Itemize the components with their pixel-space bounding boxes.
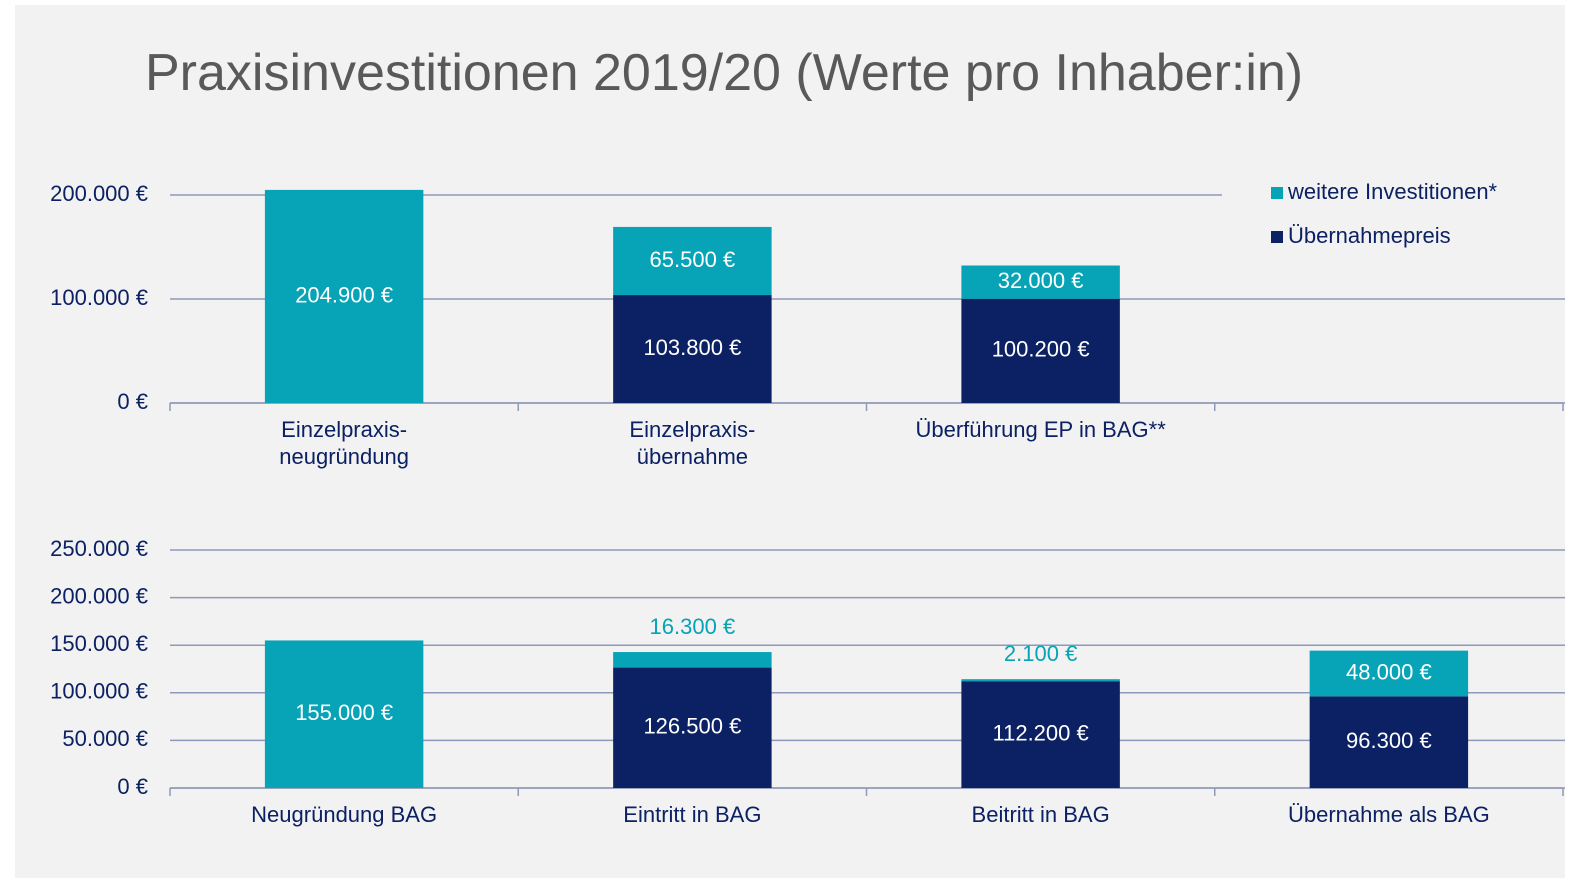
y-tick-label: 250.000 € [50, 536, 148, 561]
x-tick-line: Überführung EP in BAG** [915, 417, 1166, 442]
data-label: 32.000 € [998, 268, 1084, 293]
bar-segment [961, 681, 1120, 788]
data-label: 155.000 € [295, 700, 393, 725]
x-tick-label: Überführung EP in BAG** [915, 417, 1166, 442]
legend-swatch [1271, 187, 1283, 199]
x-tick-line: neugründung [279, 444, 409, 469]
y-tick-label: 100.000 € [50, 679, 148, 704]
x-tick-label: Übernahme als BAG [1288, 802, 1490, 827]
data-label: 16.300 € [650, 614, 736, 639]
bar-segment [264, 640, 424, 788]
y-tick-label: 0 € [117, 774, 148, 799]
x-tick-line: Neugründung BAG [251, 802, 437, 827]
data-label: 112.200 € [993, 720, 1089, 745]
bar-segment [613, 295, 772, 403]
x-tick-line: übernahme [637, 444, 748, 469]
data-label: 100.200 € [992, 337, 1090, 362]
y-tick-label: 150.000 € [50, 631, 148, 656]
y-tick-label: 0 € [117, 389, 148, 414]
legend-label: weitere Investitionen* [1287, 179, 1498, 204]
bar-segment [264, 189, 424, 403]
data-label: 65.500 € [650, 247, 736, 272]
x-tick-label: Neugründung BAG [251, 802, 437, 827]
data-label: 48.000 € [1346, 659, 1432, 684]
x-tick-line: Eintritt in BAG [623, 802, 761, 827]
data-label: 204.900 € [295, 282, 393, 307]
data-label: 103.800 € [643, 335, 741, 360]
bar-segment [961, 298, 1120, 403]
legend-label: Übernahmepreis [1288, 223, 1451, 248]
chart-title: Praxisinvestitionen 2019/20 (Werte pro I… [145, 44, 1303, 102]
bar-segment [961, 265, 1120, 299]
x-tick-label: Einzelpraxis-übernahme [629, 417, 755, 469]
legend-bg [1222, 170, 1565, 260]
data-label: 96.300 € [1346, 728, 1432, 753]
x-tick-line: Einzelpraxis- [629, 417, 755, 442]
y-tick-label: 100.000 € [50, 285, 148, 310]
legend-swatch [1271, 231, 1283, 243]
bar-segment [1309, 696, 1469, 788]
x-tick-line: Beitritt in BAG [972, 802, 1110, 827]
x-tick-label: Eintritt in BAG [623, 802, 761, 827]
y-tick-label: 200.000 € [50, 181, 148, 206]
x-tick-label: Beitritt in BAG [972, 802, 1110, 827]
x-tick-label: Einzelpraxis-neugründung [279, 417, 409, 469]
x-tick-line: Übernahme als BAG [1288, 802, 1490, 827]
bar-segment [613, 226, 772, 296]
bar-segment [613, 667, 772, 788]
data-label: 2.100 € [1004, 641, 1077, 666]
y-tick-label: 200.000 € [50, 583, 148, 608]
data-label: 126.500 € [643, 714, 741, 739]
bar-segment [613, 652, 772, 668]
bar-segment [1309, 650, 1469, 697]
x-tick-line: Einzelpraxis- [281, 417, 407, 442]
bar-segment [961, 679, 1120, 682]
y-tick-label: 50.000 € [62, 726, 148, 751]
